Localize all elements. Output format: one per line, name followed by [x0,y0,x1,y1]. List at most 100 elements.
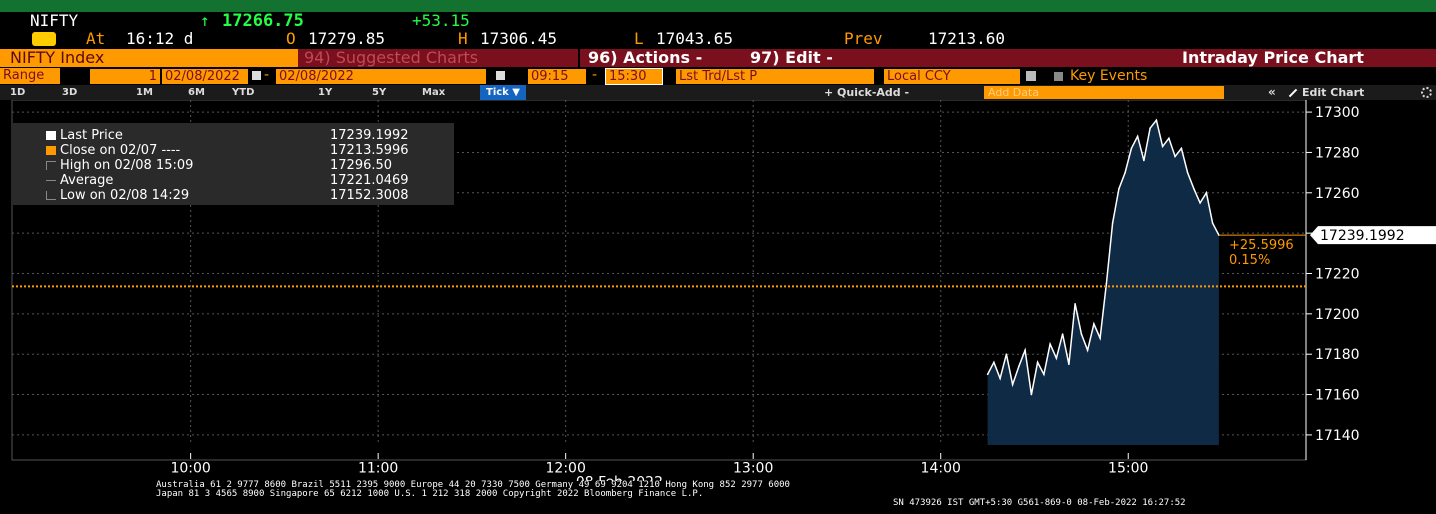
price-area [986,118,1220,445]
footer-contacts-line2: Japan 81 3 4565 8900 Singapore 65 6212 1… [156,489,704,499]
period-1d[interactable]: 1D [10,87,26,98]
legend-value: 17296.50 [330,158,393,173]
price-point [1068,363,1070,366]
key-events-label: Key Events [1070,68,1148,84]
calendar-icon[interactable] [496,71,505,80]
price-point [1130,147,1133,150]
period-1m[interactable]: 1M [136,87,153,98]
price-point [1180,147,1183,150]
price-area-fill [987,120,1219,445]
period-6m[interactable]: 6M [188,87,205,98]
price-point [1168,137,1170,140]
change-label: +25.5996 [1229,238,1294,253]
last-arrow: ↑ [200,11,210,30]
low-label: L [634,29,644,48]
period-toolbar: 1D 3D 1M 6M YTD 1Y 5Y Max Tick ▼ + Quick… [0,85,1436,100]
price-point [1105,282,1108,285]
price-point [1143,159,1145,162]
chart-legend[interactable]: Last Price 17239.1992 Close on 02/07 ---… [12,123,454,205]
price-point [1161,145,1164,148]
price-point [1093,323,1095,325]
end-date-field[interactable]: 02/08/2022 [276,69,486,84]
y-axis: 1714017160171801720017220172401726017280… [1305,100,1360,460]
high-value: 17306.45 [480,29,558,48]
currency-select[interactable]: Local CCY [884,69,1020,84]
y-tick-label: 17280 [1315,145,1360,161]
edit-chart-button[interactable]: Edit Chart [1302,86,1365,99]
end-time-field[interactable]: 15:30 [605,68,663,85]
price-point [1155,119,1158,121]
date-dash: - [264,67,270,83]
quote-row: NIFTY ↑ 17266.75 +53.15 [0,11,1436,31]
price-point [1211,222,1214,224]
price-point [1124,171,1126,174]
last-price-tag: 17239.1992 [1310,226,1436,245]
start-date-field[interactable]: 02/08/2022 [162,69,248,84]
y-tick-label: 17180 [1315,347,1360,363]
calendar-icon[interactable] [252,71,261,80]
price-field-select[interactable]: Lst Trd/Lst P [676,69,874,84]
prev-value: 17213.60 [928,29,1006,48]
x-tick-label: 11:00 [358,461,398,477]
toolbar-divider [578,49,580,67]
security-field[interactable]: NIFTY Index [0,49,298,67]
price-point [1174,155,1176,158]
last-price-tag-text: 17239.1992 [1320,228,1405,244]
prev-label: Prev [844,29,883,48]
footer: Australia 61 2 9777 8600 Brazil 5511 239… [0,481,1436,514]
price-point [1193,187,1195,190]
period-3d[interactable]: 3D [62,87,78,98]
price-point [1043,373,1045,376]
price-point [1111,222,1114,224]
y-tick-label: 17300 [1315,105,1360,121]
x-tick-label: 12:00 [546,461,586,477]
legend-label: High on 02/08 15:09 [60,158,194,173]
price-point [986,373,989,376]
price-point [1205,191,1208,194]
actions-button[interactable]: 96) Actions - [588,48,703,67]
y-tick-label: 17220 [1315,267,1360,283]
price-point [1005,353,1008,356]
legend-value: 17213.5996 [330,143,409,158]
function-toolbar: NIFTY Index 94) Suggested Charts 96) Act… [0,49,1436,67]
chevron-down-icon[interactable] [1026,71,1036,81]
last-price: 17266.75 [222,11,304,31]
time-dash: - [592,67,598,83]
ohlc-row: At 16:12 d O 17279.85 H 17306.45 L 17043… [0,30,1436,48]
price-point [1030,393,1033,396]
y-tick-label: 17200 [1315,307,1360,323]
title-strip [0,0,1436,12]
gear-icon[interactable] [1421,87,1432,98]
suggested-charts-button[interactable]: 94) Suggested Charts [304,48,479,67]
legend-swatch-white [46,131,56,140]
ticker-symbol: NIFTY [30,11,79,30]
x-axis: 10:00 11:00 12:00 13:00 14:00 15:00 08 Feb 202… [170,453,1148,481]
average-marker-icon [46,180,56,189]
footer-session-line: SN 473926 IST GMT+5:30 G561-869-0 08-Feb… [893,498,1186,508]
legend-label: Last Price [60,128,123,143]
clock-icon[interactable] [32,32,56,46]
legend-row-close: Close on 02/07 ---- 17213.5996 [12,143,454,158]
legend-value: 17221.0469 [330,173,409,188]
key-events-checkbox[interactable] [1054,72,1063,81]
edit-button[interactable]: 97) Edit - [750,48,833,67]
period-1y[interactable]: 1Y [318,87,333,98]
period-ytd[interactable]: YTD [232,87,255,98]
y-tick-label: 17260 [1315,186,1360,202]
quick-add-button[interactable]: + Quick-Add - [824,86,910,99]
open-label: O [286,29,296,48]
price-point [1049,343,1051,345]
price-point [1086,349,1089,351]
range-label: Range [0,68,60,84]
price-point [1136,135,1139,138]
period-max[interactable]: Max [422,87,446,98]
start-time-field[interactable]: 09:15 [528,69,586,84]
period-5y[interactable]: 5Y [372,87,387,98]
range-count[interactable]: 1 [90,69,160,84]
tick-dropdown[interactable]: Tick ▼ [480,85,526,100]
price-point [1199,202,1201,204]
add-data-input[interactable]: Add Data [984,86,1224,99]
collapse-icon[interactable]: « [1268,85,1276,99]
pencil-icon [1288,88,1298,98]
price-point [1080,333,1083,335]
